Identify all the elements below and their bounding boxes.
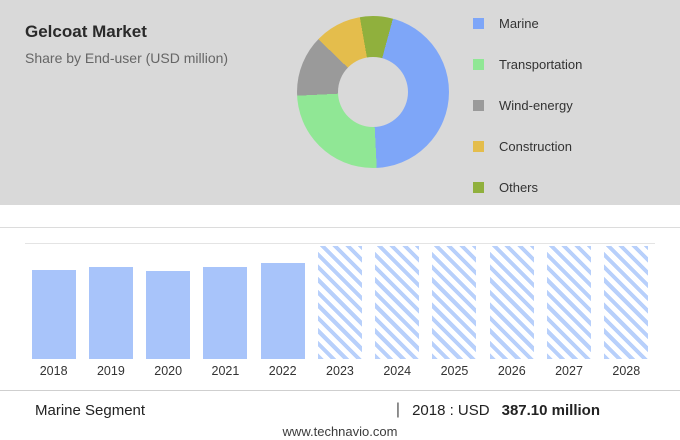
forecast-bar xyxy=(432,246,477,359)
year-label: 2020 xyxy=(154,364,183,378)
year-label: 2026 xyxy=(497,364,526,378)
bar-column-2028 xyxy=(598,244,655,359)
bar-column-2023 xyxy=(311,244,368,359)
legend-item-wind-energy: Wind-energy xyxy=(473,95,582,116)
forecast-bar xyxy=(489,246,534,359)
legend-label: Others xyxy=(499,180,539,195)
bar-chart-section: 2018 2019 2020 2021 2022 2023 2024 2025 2026 2027… xyxy=(0,205,680,440)
legend-swatch xyxy=(473,18,484,29)
bar-column-2020 xyxy=(140,244,197,359)
bar xyxy=(31,270,76,359)
bar xyxy=(260,263,305,359)
bar-column-2027 xyxy=(540,244,597,359)
website-link[interactable]: www.technavio.com xyxy=(282,424,398,439)
legend-item-construction: Construction xyxy=(473,136,582,157)
legend-item-others: Others xyxy=(473,177,582,198)
forecast-bar xyxy=(375,246,420,359)
forecast-bar xyxy=(317,246,362,359)
donut-chart xyxy=(297,16,449,168)
year-label: 2018 xyxy=(39,364,68,378)
legend-item-transportation: Transportation xyxy=(473,54,582,75)
bar-column-2026 xyxy=(483,244,540,359)
legend-swatch xyxy=(473,100,484,111)
year-label: 2021 xyxy=(211,364,240,378)
legend: Marine Transportation Wind-energy Construct… xyxy=(473,13,582,198)
bar-column-2018 xyxy=(25,244,82,359)
bar-column-2025 xyxy=(426,244,483,359)
legend-label: Transportation xyxy=(499,57,583,72)
year-label: 2025 xyxy=(440,364,469,378)
legend-swatch xyxy=(473,182,484,193)
segment-label: Marine Segment xyxy=(35,401,146,419)
bar xyxy=(146,271,191,359)
legend-label: Wind-energy xyxy=(499,98,573,113)
footer: Marine Segment | 2018 : USD 387.10 milli… xyxy=(0,401,680,419)
legend-label: Marine xyxy=(499,16,539,31)
stat-prefix: 2018 : USD xyxy=(412,401,490,419)
year-label: 2027 xyxy=(555,364,583,378)
bar-column-2021 xyxy=(197,244,254,359)
bar-column-2019 xyxy=(82,244,139,359)
donut-hole xyxy=(338,57,408,127)
legend-swatch xyxy=(473,59,484,70)
stat-value: 387.10 million xyxy=(501,401,600,419)
legend-item-marine: Marine xyxy=(473,13,582,34)
year-label: 2023 xyxy=(326,364,354,378)
forecast-bar xyxy=(604,246,649,359)
bar xyxy=(203,267,248,359)
year-label: 2022 xyxy=(268,364,297,378)
bar-column-2022 xyxy=(254,244,311,359)
year-label: 2028 xyxy=(612,364,641,378)
page-subtitle: Share by End-user (USD million) xyxy=(25,50,229,66)
forecast-bar xyxy=(547,246,592,359)
year-label: 2024 xyxy=(383,364,412,378)
bar-chart-plot xyxy=(25,243,655,359)
year-label: 2019 xyxy=(96,364,125,378)
bar xyxy=(88,267,133,359)
section-divider xyxy=(0,227,680,228)
footer-stat: | 2018 : USD 387.10 million xyxy=(396,401,600,419)
x-axis-labels: 2018 2019 2020 2021 2022 2023 2024 2025 2026 2027… xyxy=(25,364,655,378)
page-title: Gelcoat Market xyxy=(25,22,147,41)
pipe-divider: | xyxy=(395,401,401,418)
legend-label: Construction xyxy=(499,139,572,154)
bar-column-2024 xyxy=(369,244,426,359)
footer-divider xyxy=(0,390,680,391)
legend-swatch xyxy=(473,141,484,152)
header-panel: Gelcoat Market Share by End-user (USD mi… xyxy=(0,0,680,205)
